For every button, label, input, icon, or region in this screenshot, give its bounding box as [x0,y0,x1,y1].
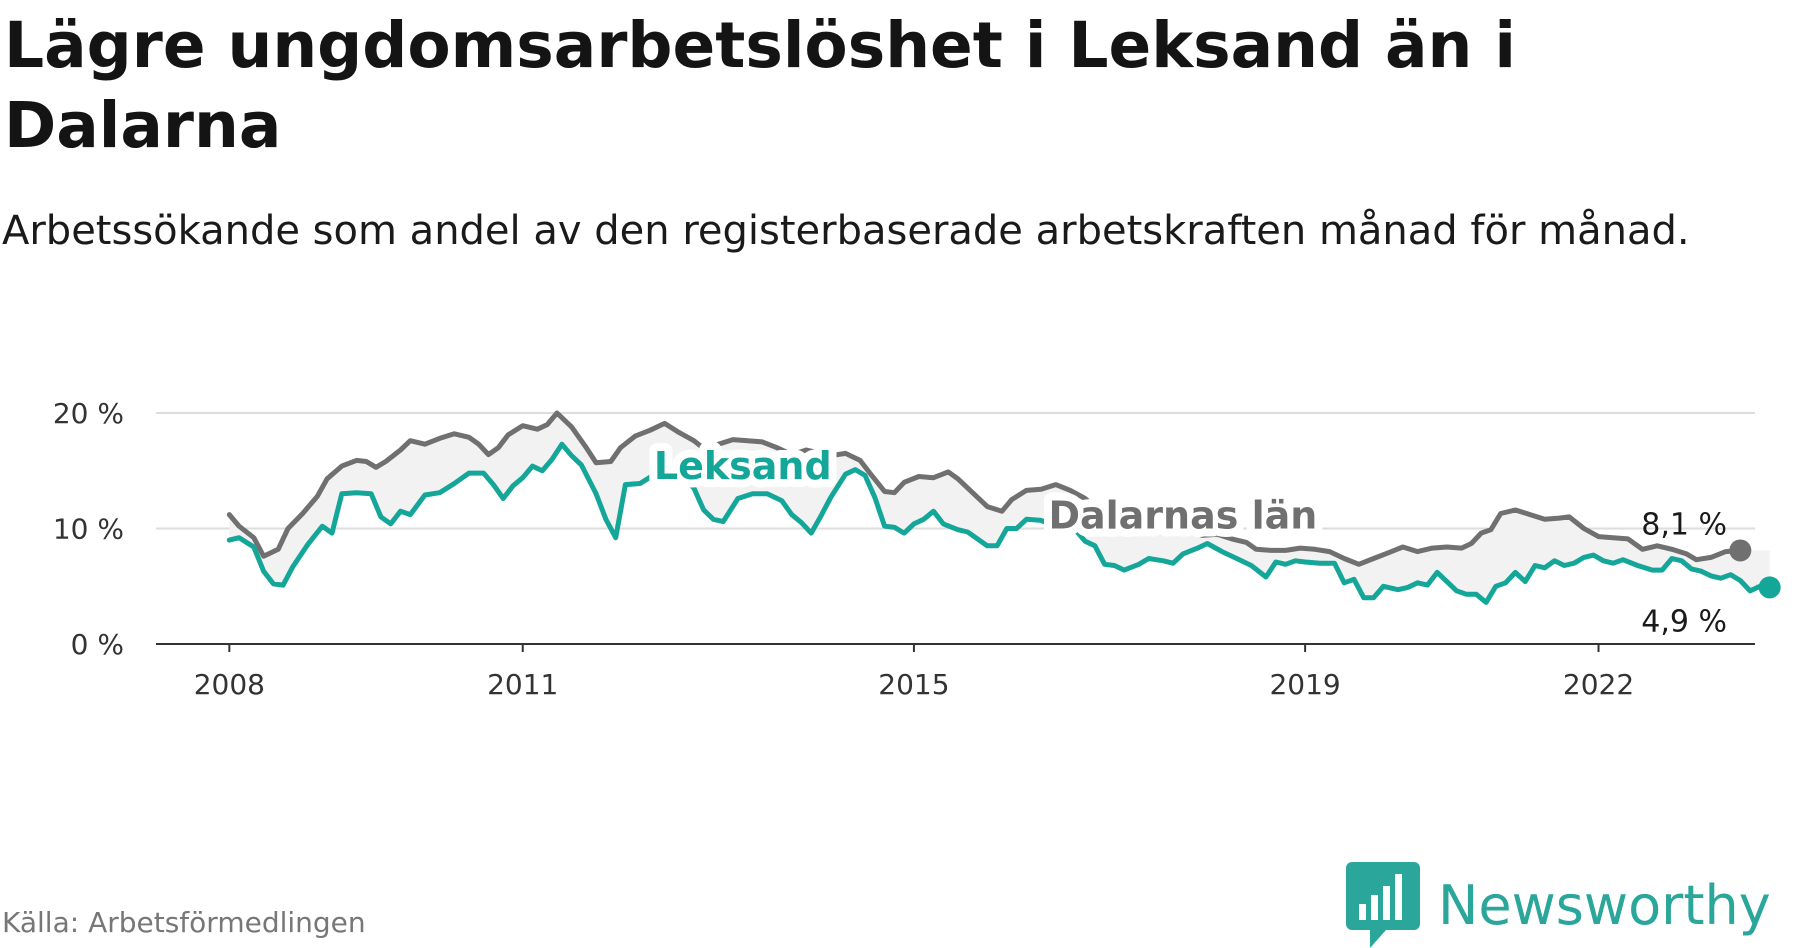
series-label-halo: Leksand [654,444,832,488]
source-note: Källa: Arbetsförmedlingen [2,906,366,939]
line-chart: 0 % 10 % 20 % 2008 2011 2015 2019 2022 8,1 % 4,9… [53,397,1781,701]
series-label-halo: Dalarnas län [1048,494,1317,538]
series-label-text: Dalarnas län [1048,494,1317,538]
bar-chart-speech-bubble-icon [1346,862,1420,948]
gap-band [229,413,1770,603]
gap-area [229,413,1770,603]
y-tick-label: 20 % [53,397,124,430]
x-tick-label: 2011 [487,668,558,701]
brand-logo[interactable]: Newsworthy [1346,862,1771,948]
y-tick-label: 10 % [53,513,124,546]
series-line [226,410,1743,567]
series-label-text: Leksand [654,444,832,488]
x-tick-label: 2015 [878,668,949,701]
end-value-label: 4,9 % [1641,604,1727,639]
x-tick-label: 2008 [194,668,265,701]
end-marker [1729,539,1752,562]
axes: 0 % 10 % 20 % 2008 2011 2015 2019 2022 [53,397,1755,701]
chart-title: Lägre ungdomsarbetslöshet i Leksand än i… [4,9,1516,162]
series-line [226,441,1773,605]
brand-name: Newsworthy [1438,873,1771,937]
end-marker [1758,576,1781,599]
end-value-label: 8,1 % [1641,507,1727,542]
x-tick-label: 2022 [1563,668,1634,701]
y-tick-label: 0 % [71,628,124,661]
x-tick-label: 2019 [1269,668,1340,701]
chart-subtitle: Arbetssökande som andel av den registerb… [2,208,1690,254]
series-lines [226,410,1781,605]
